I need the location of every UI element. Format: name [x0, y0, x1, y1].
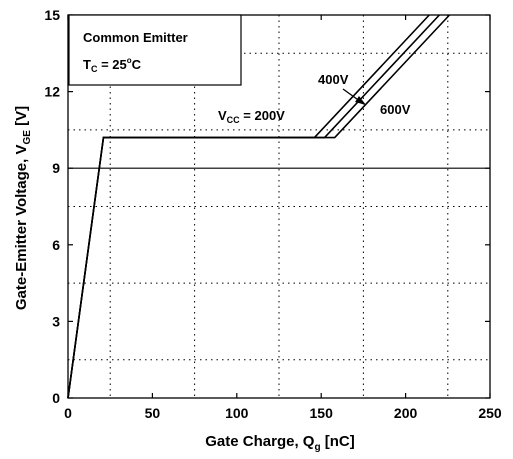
x-tick-label: 200	[394, 405, 418, 421]
grid	[68, 15, 490, 398]
legend-unit: C	[132, 57, 142, 72]
series-group	[67, 14, 451, 399]
x-tick-label: 150	[310, 405, 334, 421]
y-axis-label-unit: [V]	[13, 106, 30, 130]
y-tick-label: 3	[52, 313, 60, 329]
x-axis-label-unit: [nC]	[321, 433, 355, 450]
legend-t: T	[83, 57, 91, 72]
x-tick-label: 250	[478, 405, 502, 421]
x-axis-label-sub: g	[314, 442, 320, 453]
series-line-2	[67, 14, 451, 399]
legend-eq: = 25	[97, 57, 126, 72]
y-axis-label: Gate-Emitter Voltage, VGE [V]	[13, 106, 33, 310]
legend-t-sub: C	[91, 64, 98, 74]
x-tick-label: 0	[64, 405, 72, 421]
y-tick-label: 15	[44, 7, 60, 23]
y-axis-label-main: Gate-Emitter Voltage, V	[13, 145, 30, 311]
legend-line-2: TC = 25oC	[83, 56, 142, 74]
plot-frame	[67, 14, 491, 399]
annotation-400v: 400V	[318, 72, 349, 87]
y-tick-label: 6	[52, 237, 60, 253]
legend-box: Common Emitter TC = 25oC	[68, 14, 242, 86]
annotation-vcc-rest: = 200V	[240, 108, 286, 123]
x-tick-label: 50	[145, 405, 161, 421]
annotation-600v: 600V	[380, 102, 411, 117]
ticks: 0 50 100 150 200 250 0 3 6 9 12 15	[44, 7, 501, 421]
legend-frame	[68, 14, 242, 86]
x-axis-label-main: Gate Charge, Q	[205, 433, 315, 450]
x-axis-label: Gate Charge, Qg [nC]	[205, 433, 354, 453]
y-tick-label: 0	[52, 390, 60, 406]
arrow-head	[355, 96, 366, 105]
annotation-vcc-v: V	[218, 108, 227, 123]
y-tick-label: 9	[52, 160, 60, 176]
annotation-arrow	[342, 88, 366, 105]
annotation-vcc-200v: VCC = 200V	[218, 108, 285, 125]
legend-line-1: Common Emitter	[83, 30, 188, 45]
y-axis-label-sub: GE	[22, 130, 33, 145]
y-tick-label: 12	[44, 84, 60, 100]
x-tick-label: 100	[225, 405, 249, 421]
legend-degree: o	[127, 56, 132, 65]
annotation-vcc-sub: CC	[227, 115, 240, 125]
